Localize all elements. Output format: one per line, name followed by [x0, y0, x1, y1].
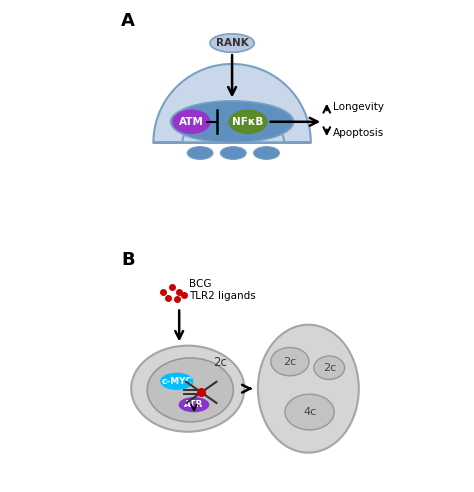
Text: RANK: RANK	[216, 38, 248, 48]
Ellipse shape	[228, 109, 268, 134]
Ellipse shape	[258, 325, 359, 453]
Text: B: B	[121, 251, 135, 269]
Ellipse shape	[160, 373, 193, 390]
Text: A: A	[121, 12, 135, 31]
Ellipse shape	[210, 34, 254, 52]
Text: ATM: ATM	[179, 117, 204, 127]
Text: 2c: 2c	[323, 363, 336, 373]
Text: Apoptosis: Apoptosis	[333, 128, 384, 138]
Ellipse shape	[285, 394, 334, 430]
Ellipse shape	[147, 358, 233, 422]
Ellipse shape	[131, 345, 245, 432]
Text: NFκB: NFκB	[232, 117, 264, 127]
Ellipse shape	[179, 397, 210, 412]
Text: 4c: 4c	[303, 407, 316, 417]
Text: c-MYC: c-MYC	[161, 377, 192, 386]
Text: TLR2 ligands: TLR2 ligands	[189, 291, 256, 302]
Ellipse shape	[271, 347, 309, 376]
Ellipse shape	[173, 109, 210, 134]
Ellipse shape	[254, 147, 280, 159]
Text: Longevity: Longevity	[333, 102, 384, 112]
Text: 2c: 2c	[213, 356, 227, 369]
Text: 2c: 2c	[283, 357, 297, 367]
Ellipse shape	[187, 147, 213, 159]
Text: BCG: BCG	[189, 279, 211, 289]
Ellipse shape	[171, 101, 293, 143]
Ellipse shape	[314, 356, 345, 379]
Ellipse shape	[220, 147, 246, 159]
Polygon shape	[154, 64, 311, 143]
Text: ATR: ATR	[184, 400, 204, 409]
